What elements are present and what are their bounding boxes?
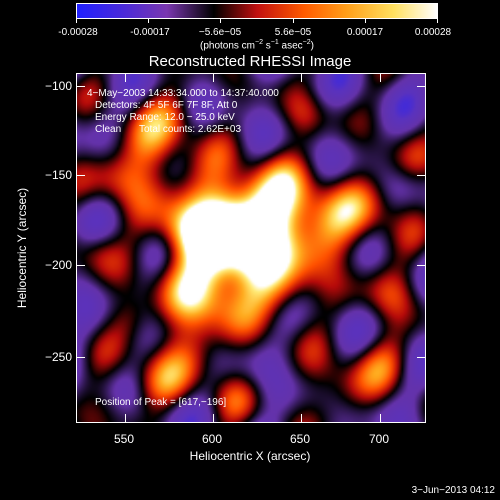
x-tick: [125, 414, 126, 422]
y-tick: [77, 175, 85, 176]
annotation-energy: Energy Range: 12.0 − 25.0 keV: [95, 112, 235, 123]
y-tick-label: −200: [44, 258, 72, 272]
colorbar-tick-label: 0.00028: [414, 27, 452, 38]
x-tick: [301, 414, 302, 422]
y-tick: [77, 86, 85, 87]
y-tick: [417, 86, 425, 87]
y-tick: [77, 357, 85, 358]
x-tick-label: 550: [113, 432, 135, 446]
y-tick-label: −150: [44, 168, 72, 182]
colorbar-tick: [437, 19, 438, 23]
x-tick: [380, 414, 381, 422]
y-tick: [417, 357, 425, 358]
x-tick: [125, 74, 126, 82]
colorbar-tick: [148, 19, 149, 23]
annotation-clean: Clean: [95, 124, 122, 135]
x-tick-label: 700: [368, 432, 390, 446]
colorbar-tick: [293, 19, 294, 23]
image-plot: 4−May−2003 14:33:34.000 to 14:37:40.000 …: [76, 73, 426, 423]
colorbar-units: (photons cm−2 s−1 asec−2): [199, 39, 315, 52]
plot-title: Reconstructed RHESSI Image: [148, 53, 352, 70]
annotation-time: 4−May−2003 14:33:34.000 to 14:37:40.000: [87, 88, 279, 99]
x-tick: [213, 74, 214, 82]
x-tick: [380, 74, 381, 82]
colorbar-tick-label: -0.00028: [58, 27, 98, 38]
colorbar-tick: [365, 19, 366, 23]
timestamp: 3−Jun−2013 04:12: [411, 485, 495, 496]
colorbar-tick: [220, 19, 221, 23]
y-tick: [417, 175, 425, 176]
annotation-peak-position: Position of Peak = [617,−196]: [95, 397, 227, 408]
colorbar-tick-label: 5.6e−05: [274, 27, 312, 38]
y-tick: [77, 265, 85, 266]
y-axis-label: Heliocentric Y (arcsec): [15, 187, 29, 309]
colorbar-tick: [76, 19, 77, 23]
rhessi-image: [77, 74, 425, 422]
annotation-detectors: Detectors: 4F 5F 6F 7F 8F, Att 0: [95, 100, 238, 111]
y-tick-label: −250: [44, 350, 72, 364]
y-tick: [417, 265, 425, 266]
colorbar-tick-label: -0.00017: [130, 27, 170, 38]
x-tick: [301, 74, 302, 82]
x-tick-label: 600: [201, 432, 223, 446]
colorbar-tick-label: 0.00017: [346, 27, 384, 38]
x-tick-label: 650: [289, 432, 311, 446]
colorbar-tick-label: −5.6e−05: [198, 27, 242, 38]
y-tick-label: −100: [44, 79, 72, 93]
x-tick: [213, 414, 214, 422]
annotation-counts: Total counts: 2.62E+03: [139, 124, 242, 135]
x-axis-label: Heliocentric X (arcsec): [189, 449, 311, 463]
colorbar: [76, 3, 438, 19]
